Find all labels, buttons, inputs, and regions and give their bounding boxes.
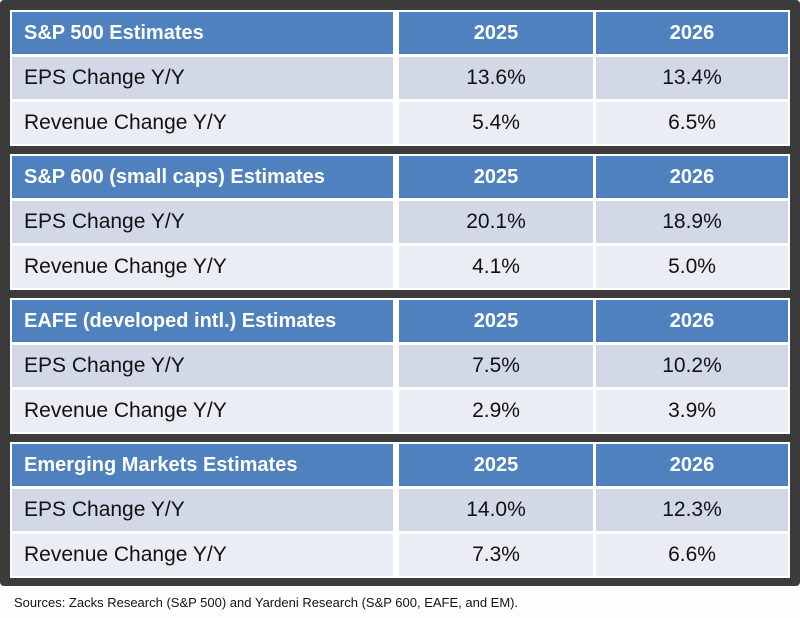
row-value-2025: 2.9% [399, 390, 593, 432]
row-label: EPS Change Y/Y [12, 345, 393, 387]
table-em-estimates: Emerging Markets Estimates 2025 2026 EPS… [10, 442, 790, 578]
row-value-2026: 3.9% [596, 390, 788, 432]
row-label: EPS Change Y/Y [12, 201, 393, 243]
row-value-2026: 13.4% [596, 57, 788, 99]
column-header-2026: 2026 [596, 300, 788, 342]
row-value-2025: 5.4% [399, 102, 593, 144]
row-value-2025: 4.1% [399, 246, 593, 288]
column-header-2025: 2025 [399, 300, 593, 342]
sources-text: Sources: Zacks Research (S&P 500) and Ya… [14, 594, 519, 610]
row-label: Revenue Change Y/Y [12, 246, 393, 288]
table-title: Emerging Markets Estimates [12, 444, 393, 486]
row-label: EPS Change Y/Y [12, 489, 393, 531]
row-label: Revenue Change Y/Y [12, 534, 393, 576]
row-value-2026: 6.6% [596, 534, 788, 576]
column-header-2025: 2025 [399, 444, 593, 486]
column-header-2026: 2026 [596, 444, 788, 486]
row-value-2025: 13.6% [399, 57, 593, 99]
row-value-2026: 10.2% [596, 345, 788, 387]
column-header-2026: 2026 [596, 156, 788, 198]
table-title: S&P 600 (small caps) Estimates [12, 156, 393, 198]
row-label: Revenue Change Y/Y [12, 390, 393, 432]
row-value-2026: 12.3% [596, 489, 788, 531]
row-value-2026: 18.9% [596, 201, 788, 243]
row-value-2026: 5.0% [596, 246, 788, 288]
table-title: S&P 500 Estimates [12, 12, 393, 54]
sources-footer: Sources: Zacks Research (S&P 500) and Ya… [0, 586, 800, 618]
table-eafe-estimates: EAFE (developed intl.) Estimates 2025 20… [10, 298, 790, 434]
column-header-2025: 2025 [399, 12, 593, 54]
row-value-2026: 6.5% [596, 102, 788, 144]
column-header-2025: 2025 [399, 156, 593, 198]
row-value-2025: 7.5% [399, 345, 593, 387]
table-sp600-estimates: S&P 600 (small caps) Estimates 2025 2026… [10, 154, 790, 290]
table-title: EAFE (developed intl.) Estimates [12, 300, 393, 342]
table-sp500-estimates: S&P 500 Estimates 2025 2026 EPS Change Y… [10, 10, 790, 146]
row-label: Revenue Change Y/Y [12, 102, 393, 144]
row-value-2025: 20.1% [399, 201, 593, 243]
row-value-2025: 7.3% [399, 534, 593, 576]
row-label: EPS Change Y/Y [12, 57, 393, 99]
column-header-2026: 2026 [596, 12, 788, 54]
row-value-2025: 14.0% [399, 489, 593, 531]
slide-frame: S&P 500 Estimates 2025 2026 EPS Change Y… [0, 0, 800, 586]
